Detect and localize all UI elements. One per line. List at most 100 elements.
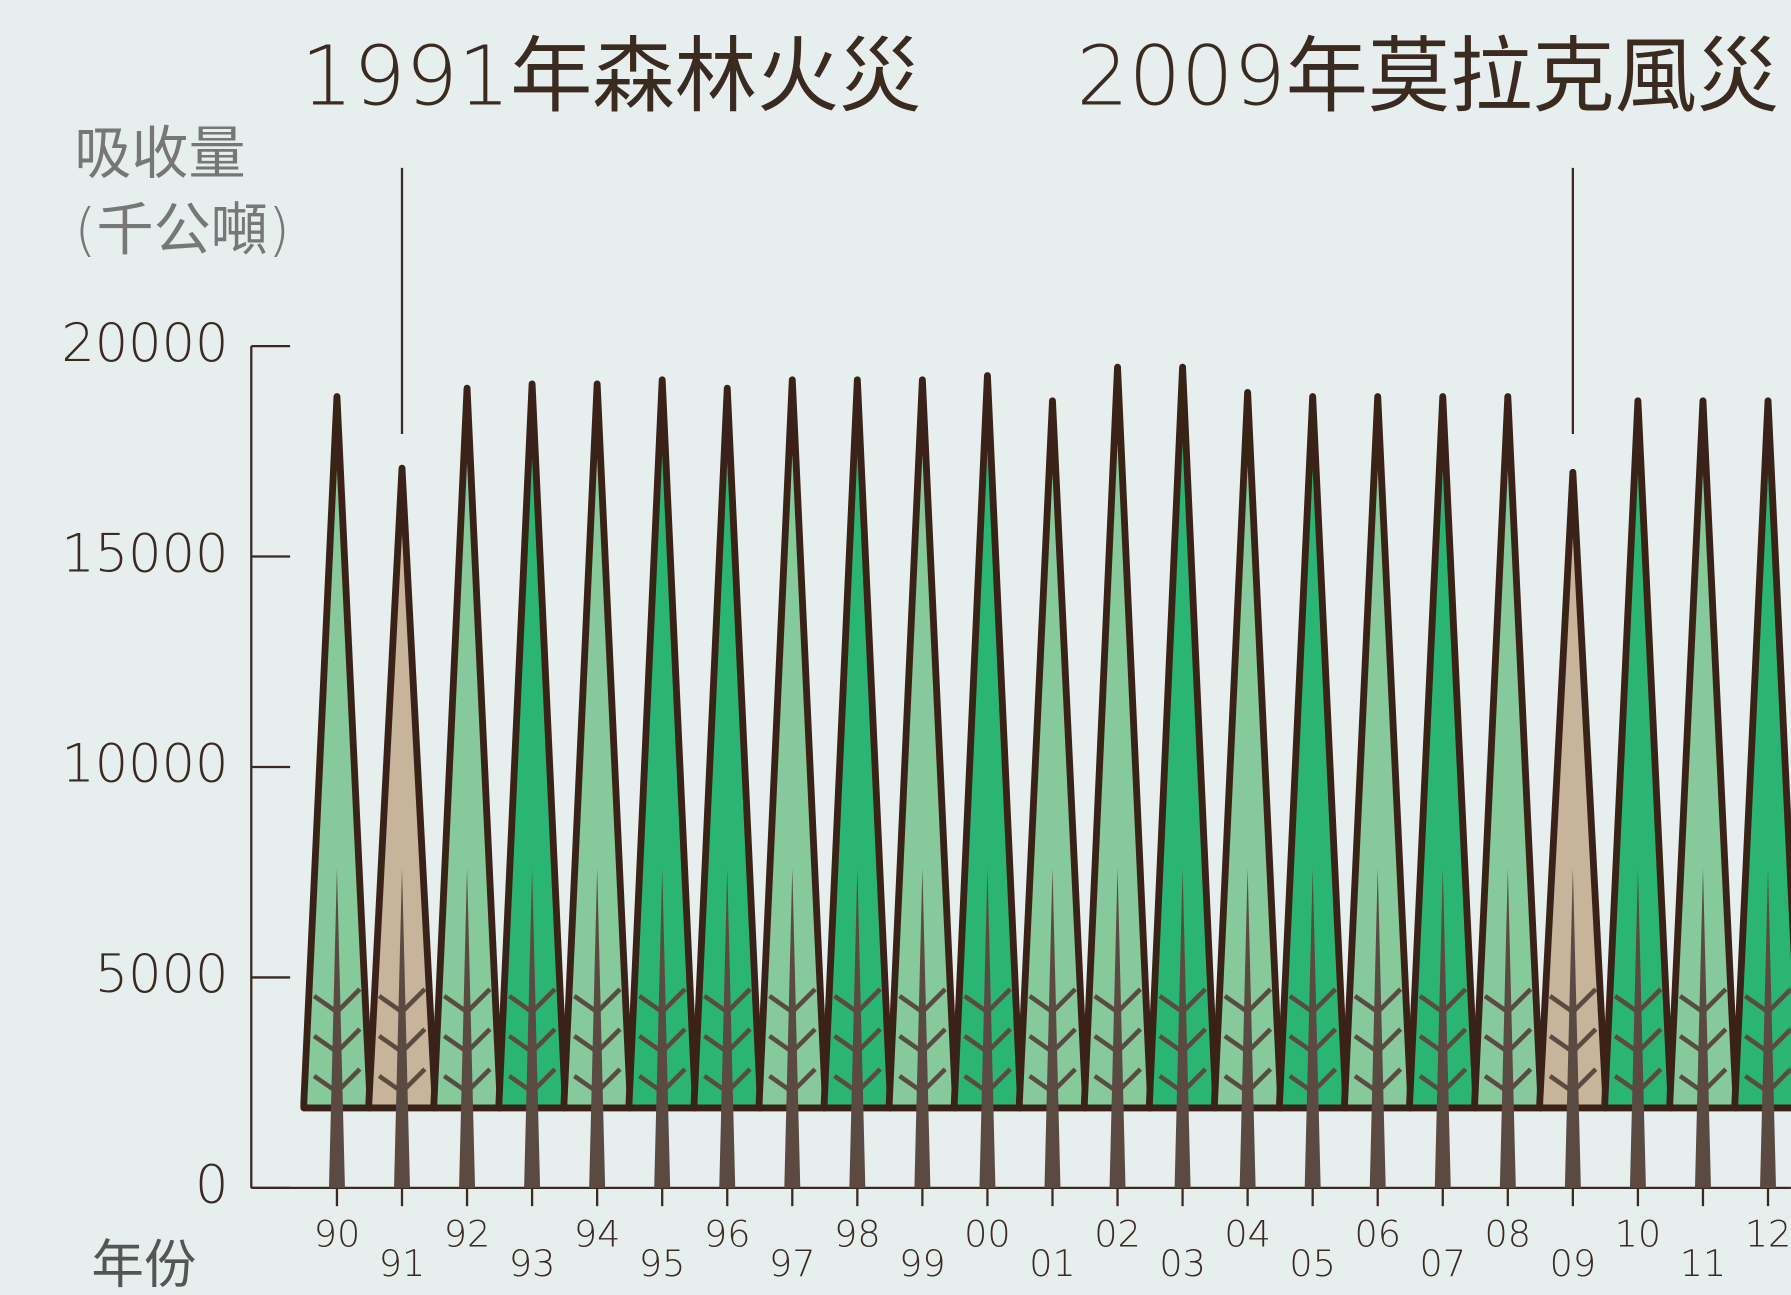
tree-branch <box>1158 987 1208 1015</box>
tree-branch <box>1288 1067 1338 1095</box>
x-tick-label: 96 <box>704 1212 751 1255</box>
tree-branch <box>1613 1027 1663 1055</box>
tree-trunk <box>1044 868 1061 1188</box>
tree-branch <box>1158 1027 1208 1055</box>
tree-branch <box>442 987 492 1015</box>
tree-branch <box>768 1027 817 1055</box>
tree-branch <box>1353 1067 1403 1095</box>
tree-branch <box>377 987 427 1015</box>
tree-branch <box>1548 1067 1598 1095</box>
x-tick-label: 90 <box>314 1212 361 1255</box>
annotation: 2009年莫拉克風災 <box>1076 30 1779 125</box>
tree-branch <box>1418 1027 1468 1055</box>
tree-branch <box>1223 1027 1273 1055</box>
tree-branch <box>638 1027 687 1055</box>
tree-branch <box>1093 987 1142 1015</box>
y-tick-label: 15000 <box>61 523 228 584</box>
tree-branch <box>1093 1027 1142 1055</box>
tree-branch <box>1353 987 1403 1015</box>
tree-trunk <box>1109 868 1126 1188</box>
y-label: (千公噸) <box>74 198 290 264</box>
x-tick-label: 09 <box>1550 1242 1597 1285</box>
tree-branch <box>638 987 687 1015</box>
tree-branch <box>703 1067 752 1095</box>
x-tick-label: 94 <box>574 1212 621 1255</box>
tree-branch <box>1223 987 1273 1015</box>
tree-branch <box>1028 1027 1077 1055</box>
x-tick-label: 03 <box>1159 1242 1206 1285</box>
tree-branch <box>1743 1067 1791 1095</box>
tree-branch <box>572 1027 622 1055</box>
tree-trunk <box>1174 868 1191 1188</box>
tree-trunk <box>459 868 476 1188</box>
tree-branch <box>377 1027 427 1055</box>
tree-branch <box>1288 1027 1338 1055</box>
x-tick-label: 01 <box>1029 1242 1076 1285</box>
tree-branch <box>1418 987 1468 1015</box>
x-tick-label: 95 <box>639 1242 686 1285</box>
tree-trunk <box>979 868 996 1188</box>
tree-branch <box>963 1067 1012 1095</box>
x-tick-label: 92 <box>444 1212 491 1255</box>
tree-branch <box>638 1067 687 1095</box>
tree-branch <box>507 1067 557 1095</box>
tree-trunk <box>1694 868 1711 1188</box>
tree-branch <box>703 1027 752 1055</box>
tree-branch <box>312 1067 362 1095</box>
x-tick-label: 10 <box>1615 1212 1662 1255</box>
y-tick-label: 20000 <box>61 313 228 374</box>
x-tick-label: 98 <box>834 1212 881 1255</box>
tree-branch <box>1548 1027 1598 1055</box>
tree-trunk <box>1369 868 1386 1188</box>
tree-branch <box>963 1027 1012 1055</box>
tree-branch <box>1613 1067 1663 1095</box>
tree-branch <box>1678 1027 1728 1055</box>
x-tick-label: 97 <box>769 1242 816 1285</box>
tree-branch <box>442 1067 492 1095</box>
tree-branch <box>1678 1067 1728 1095</box>
x-tick-label: 93 <box>509 1242 556 1285</box>
tree-branch <box>572 1067 622 1095</box>
tree-trunk <box>328 868 345 1188</box>
tree-trunk <box>589 868 606 1188</box>
x-tick-label: 02 <box>1094 1212 1141 1255</box>
tree-branch <box>898 1027 947 1055</box>
tree-branch <box>1613 987 1663 1015</box>
tree-trunk <box>1304 868 1321 1188</box>
y-label: 吸收量 <box>74 121 245 187</box>
tree-branch <box>1418 1067 1468 1095</box>
tree-branch <box>1288 987 1338 1015</box>
tree-trunk <box>1434 868 1451 1188</box>
x-tick-label: 00 <box>964 1212 1011 1255</box>
tree-branch <box>1483 1027 1533 1055</box>
tree-trunk <box>1760 868 1777 1188</box>
tree-trunk <box>1499 868 1516 1188</box>
x-tick-label: 12 <box>1745 1212 1791 1255</box>
tree-branch <box>1028 1067 1077 1095</box>
tree-branch <box>833 1027 882 1055</box>
y-tick-label: 5000 <box>95 944 229 1005</box>
tree-branch <box>768 1067 817 1095</box>
y-tick-label: 10000 <box>61 734 228 795</box>
tree-branch <box>507 987 557 1015</box>
plot: 吸收量 (千公噸) 年份 050001000015000200009091929… <box>61 30 1791 1295</box>
tree-branch <box>1353 1027 1403 1055</box>
annotation: 1991年森林火災 <box>301 30 921 125</box>
tree-branch <box>1223 1067 1273 1095</box>
tree-trunk <box>914 868 931 1188</box>
tree-trunk <box>524 868 541 1188</box>
x-tick-label: 08 <box>1485 1212 1532 1255</box>
tree-branch <box>1548 987 1598 1015</box>
tree-branch <box>703 987 752 1015</box>
tree-branch <box>1743 987 1791 1015</box>
tree-branch <box>833 987 882 1015</box>
tree-branch <box>898 1067 947 1095</box>
x-tick-label: 91 <box>379 1242 426 1285</box>
tree-trunk <box>654 868 671 1188</box>
tree-branch <box>898 987 947 1015</box>
tree-trunk <box>1629 868 1646 1188</box>
tree-branch <box>1028 987 1077 1015</box>
tree-branch <box>1483 987 1533 1015</box>
tree-branch <box>572 987 622 1015</box>
